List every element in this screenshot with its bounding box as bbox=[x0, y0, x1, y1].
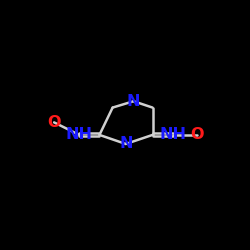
Text: O: O bbox=[191, 128, 204, 142]
Text: NH: NH bbox=[159, 128, 186, 142]
Text: O: O bbox=[47, 115, 61, 130]
Text: N: N bbox=[127, 94, 140, 109]
Text: NH: NH bbox=[66, 128, 93, 142]
Text: N: N bbox=[119, 136, 132, 152]
